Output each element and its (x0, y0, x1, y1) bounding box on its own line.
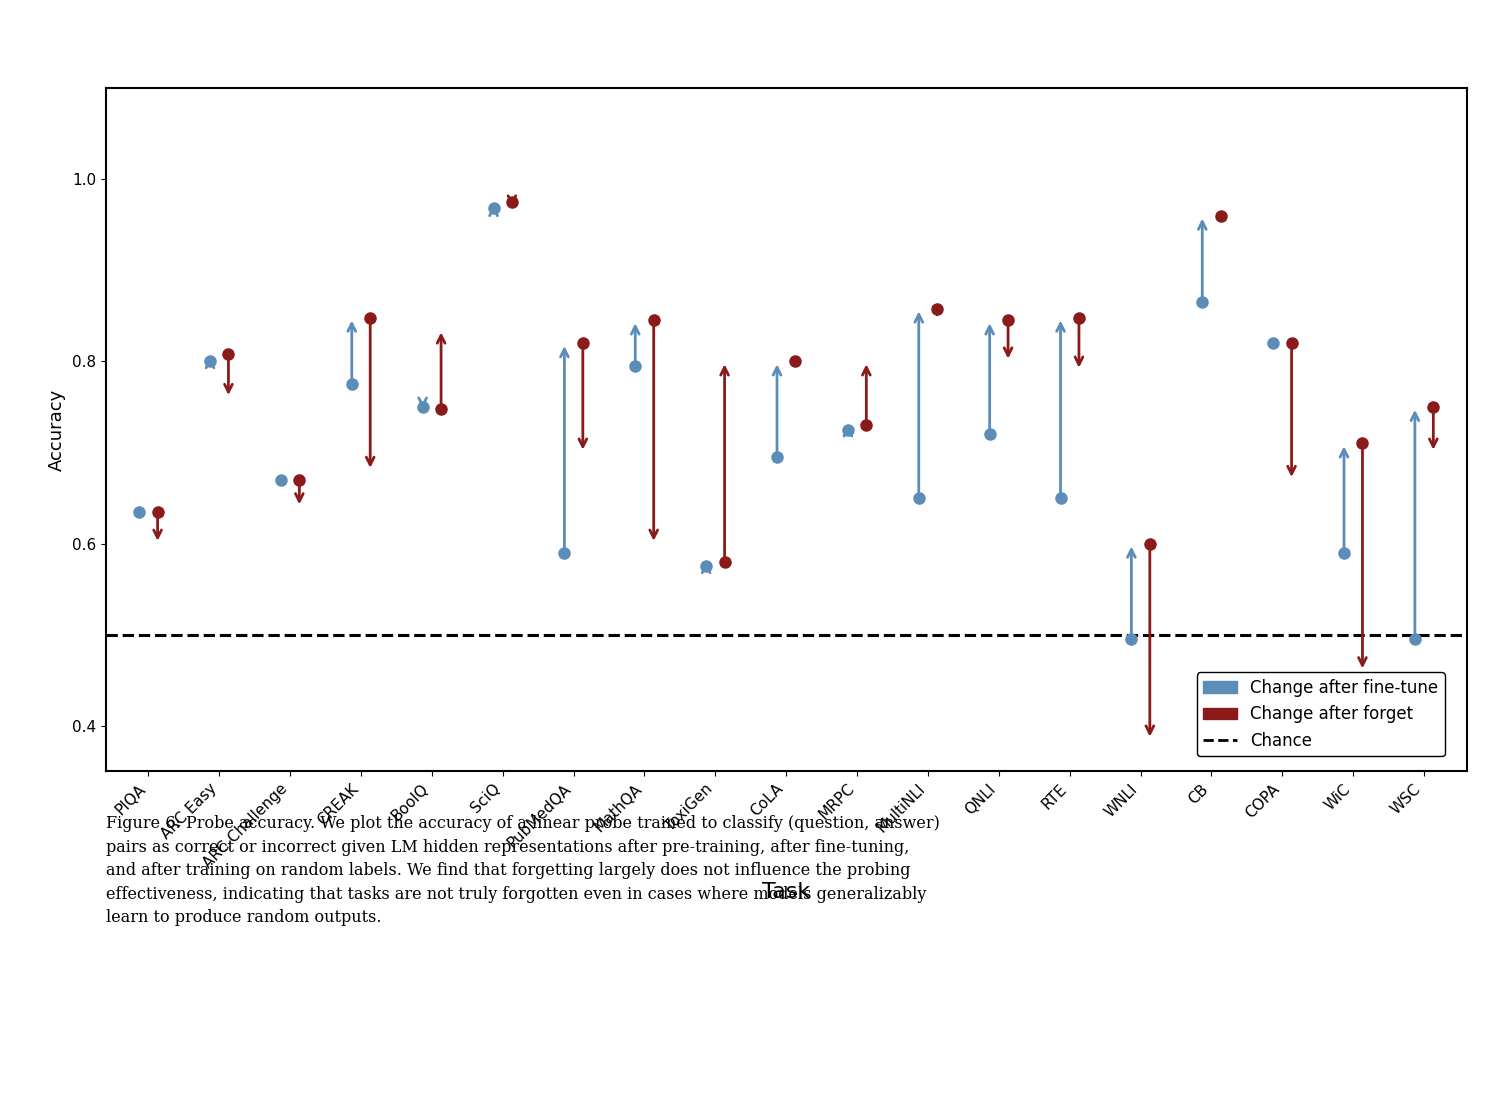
Legend: Change after fine-tune, Change after forget, Chance: Change after fine-tune, Change after for… (1196, 672, 1444, 756)
Text: Figure 6: Probe accuracy. We plot the accuracy of a linear probe trained to clas: Figure 6: Probe accuracy. We plot the ac… (106, 815, 940, 927)
X-axis label: Task: Task (762, 883, 810, 903)
Y-axis label: Accuracy: Accuracy (48, 389, 67, 471)
